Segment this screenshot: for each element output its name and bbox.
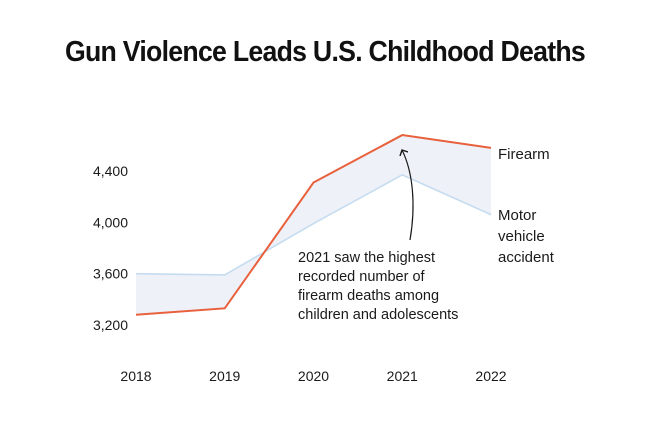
- x-tick-label: 2022: [475, 368, 506, 384]
- y-tick-label: 3,200: [93, 317, 128, 333]
- series-label-motor-vehicle: Motor vehicle accident: [498, 207, 555, 266]
- y-tick-label: 3,600: [93, 266, 128, 282]
- annotation-text: 2021 saw the highest recorded number of fi…: [298, 250, 458, 323]
- x-tick-label: 2019: [209, 368, 240, 384]
- fill-between-area: [136, 135, 491, 315]
- chart-title: Gun Violence Leads U.S. Childhood Deaths: [64, 36, 586, 68]
- series-label-firearm: Firearm: [498, 146, 550, 163]
- firearm-series-line: [135, 134, 492, 316]
- y-tick-label: 4,000: [93, 214, 128, 230]
- motor-vehicle-series-line: [135, 173, 492, 276]
- y-tick-label: 4,400: [93, 163, 128, 179]
- x-tick-label: 2018: [120, 368, 151, 384]
- x-tick-label: 2020: [298, 368, 329, 384]
- annotation-arrow: [402, 150, 414, 241]
- x-tick-label: 2021: [387, 368, 418, 384]
